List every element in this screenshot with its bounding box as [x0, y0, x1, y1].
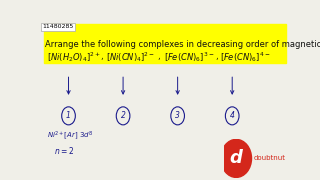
- Text: 2: 2: [121, 111, 125, 120]
- Text: ,: ,: [215, 52, 218, 61]
- Text: ,: ,: [101, 52, 103, 61]
- Circle shape: [221, 139, 252, 177]
- Text: Arrange the following complexes in decreasing order of magnetic moment:: Arrange the following complexes in decre…: [45, 40, 320, 49]
- Text: doubtnut: doubtnut: [253, 155, 285, 161]
- Text: $[Fe(CN)_6]^{3-}$: $[Fe(CN)_6]^{3-}$: [164, 50, 214, 64]
- Text: 1: 1: [66, 111, 71, 120]
- Text: 11480285: 11480285: [43, 24, 74, 29]
- Text: $[Fe(CN)_6]^{4-}$: $[Fe(CN)_6]^{4-}$: [220, 50, 270, 64]
- Text: $n=2$: $n=2$: [54, 145, 74, 156]
- Text: ,: ,: [158, 52, 160, 61]
- Text: d: d: [230, 149, 243, 167]
- Text: 3: 3: [175, 111, 180, 120]
- Text: $[Ni(CN)_4]^{2-}$: $[Ni(CN)_4]^{2-}$: [106, 50, 155, 64]
- Bar: [44, 24, 285, 63]
- Text: $[Ni(H_2O)_4]^{2+}$: $[Ni(H_2O)_4]^{2+}$: [47, 50, 101, 64]
- Text: 4: 4: [230, 111, 235, 120]
- Text: $Ni^{2+}[Ar]\;3d^8$: $Ni^{2+}[Ar]\;3d^8$: [47, 129, 94, 142]
